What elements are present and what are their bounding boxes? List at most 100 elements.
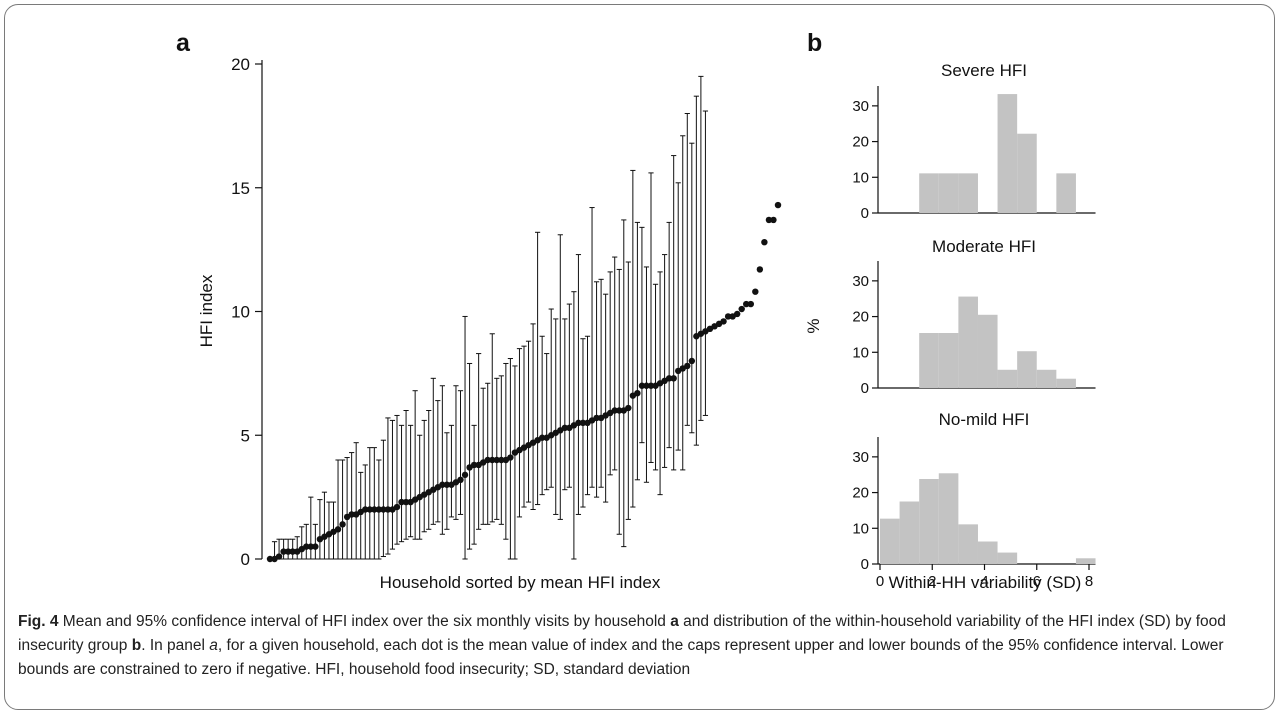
hist-x-tick-label: 8 <box>1085 573 1093 590</box>
y-tick-label: 15 <box>231 179 250 198</box>
mean-point <box>280 548 287 555</box>
y-tick-label: 20 <box>231 55 250 74</box>
caption-part1: Mean and 95% confidence interval of HFI … <box>58 613 671 630</box>
mean-point <box>761 239 768 246</box>
mean-point <box>398 498 405 506</box>
hist-title-nomild: No-mild HFI <box>939 410 1030 429</box>
mean-point <box>688 357 696 365</box>
hist-bar <box>938 333 959 388</box>
hist-y-tick-label: 20 <box>852 485 869 502</box>
hist-bar <box>1017 133 1037 213</box>
mean-point <box>371 506 378 513</box>
mean-point <box>393 503 401 511</box>
hist-bar <box>997 94 1018 213</box>
hist-title-severe: Severe HFI <box>941 61 1027 80</box>
mean-point <box>752 288 759 295</box>
mean-point <box>665 375 673 382</box>
y-tick-label: 10 <box>231 303 250 322</box>
hist-y-tick-label: 30 <box>852 273 869 290</box>
caption-a-italic: a <box>209 637 218 654</box>
mean-point <box>289 548 296 555</box>
hist-bar <box>919 173 939 213</box>
mean-point <box>457 476 464 483</box>
hist-y-tick-label: 30 <box>852 449 869 466</box>
hist-y-tick-label: 30 <box>852 98 869 115</box>
y-tick-label: 5 <box>241 426 250 445</box>
hist-bar <box>919 479 939 564</box>
mean-point <box>643 382 650 389</box>
mean-point <box>375 506 383 513</box>
mean-point <box>275 553 283 560</box>
mean-point <box>733 310 741 318</box>
panel-a-label: a <box>176 29 191 57</box>
hist-y-tick-label: 10 <box>852 344 869 361</box>
mean-point <box>493 456 500 464</box>
mean-point <box>770 216 777 224</box>
mean-point <box>339 521 346 528</box>
histogram-severe: 0 10 20 30 <box>852 86 1096 222</box>
hist-y-tick-label: 0 <box>861 556 869 573</box>
mean-point <box>362 506 369 513</box>
hist-bar <box>919 333 939 388</box>
hist-bar <box>899 501 920 564</box>
hist-y-tick-label: 10 <box>852 520 869 537</box>
hist-bar <box>977 541 998 564</box>
caption-part2: and distribution of the within-household… <box>18 613 1226 654</box>
hist-x-tick-label: 0 <box>876 573 884 590</box>
hist-y-tick-label: 10 <box>852 169 869 186</box>
mean-point <box>461 471 469 479</box>
panel-b-xlabel: Within-HH variability (SD) <box>889 573 1082 592</box>
mean-point <box>307 543 315 550</box>
caption-part3: . In panel <box>141 637 210 654</box>
mean-point <box>625 404 632 412</box>
mean-point <box>366 506 373 513</box>
mean-point <box>747 300 754 308</box>
caption-fig-label: Fig. 4 <box>18 613 59 630</box>
mean-point <box>489 456 496 464</box>
hist-bar <box>880 518 900 564</box>
hist-bar <box>997 552 1018 564</box>
hist-bar <box>1056 378 1076 388</box>
histogram-nomild: 0 10 20 30 0 2 4 6 8 <box>852 437 1096 590</box>
mean-point <box>303 543 310 550</box>
mean-point <box>670 375 677 382</box>
hist-x-tick-label: 6 <box>1033 573 1041 590</box>
mean-point <box>507 454 514 461</box>
mean-point <box>312 543 319 550</box>
mean-point <box>611 407 618 414</box>
mean-point <box>616 407 623 414</box>
mean-point <box>774 201 782 209</box>
mean-point <box>638 382 646 389</box>
mean-point <box>720 318 727 325</box>
hist-bar <box>938 173 959 213</box>
panel-b-label: b <box>807 29 822 57</box>
hist-bar <box>938 473 959 564</box>
hist-bar <box>997 369 1018 388</box>
mean-point <box>593 414 600 422</box>
figure-caption: Fig. 4 Mean and 95% confidence interval … <box>18 610 1266 682</box>
panel-a-chart: 0 5 10 15 20 <box>231 55 782 569</box>
mean-point <box>561 424 569 432</box>
mean-point <box>538 434 546 441</box>
panel-a-ylabel: HFI index <box>197 274 216 347</box>
hist-bar <box>958 296 978 388</box>
mean-point <box>647 382 655 389</box>
mean-point <box>684 362 691 370</box>
mean-point <box>470 461 478 469</box>
hist-y-tick-label: 0 <box>861 380 869 397</box>
mean-point <box>384 506 392 513</box>
mean-point <box>756 266 764 273</box>
mean-point <box>634 389 641 397</box>
caption-b: b <box>131 637 142 654</box>
hist-bar <box>1056 173 1076 213</box>
mean-point <box>284 548 292 555</box>
mean-point <box>575 419 582 427</box>
mean-point <box>443 481 451 488</box>
figure-frame <box>4 4 1275 710</box>
hist-title-moderate: Moderate HFI <box>932 237 1036 256</box>
hist-bar <box>958 524 978 564</box>
mean-point <box>439 481 446 488</box>
panel-b-ylabel: % <box>804 318 823 333</box>
mean-point <box>738 305 745 313</box>
mean-point <box>724 313 732 320</box>
